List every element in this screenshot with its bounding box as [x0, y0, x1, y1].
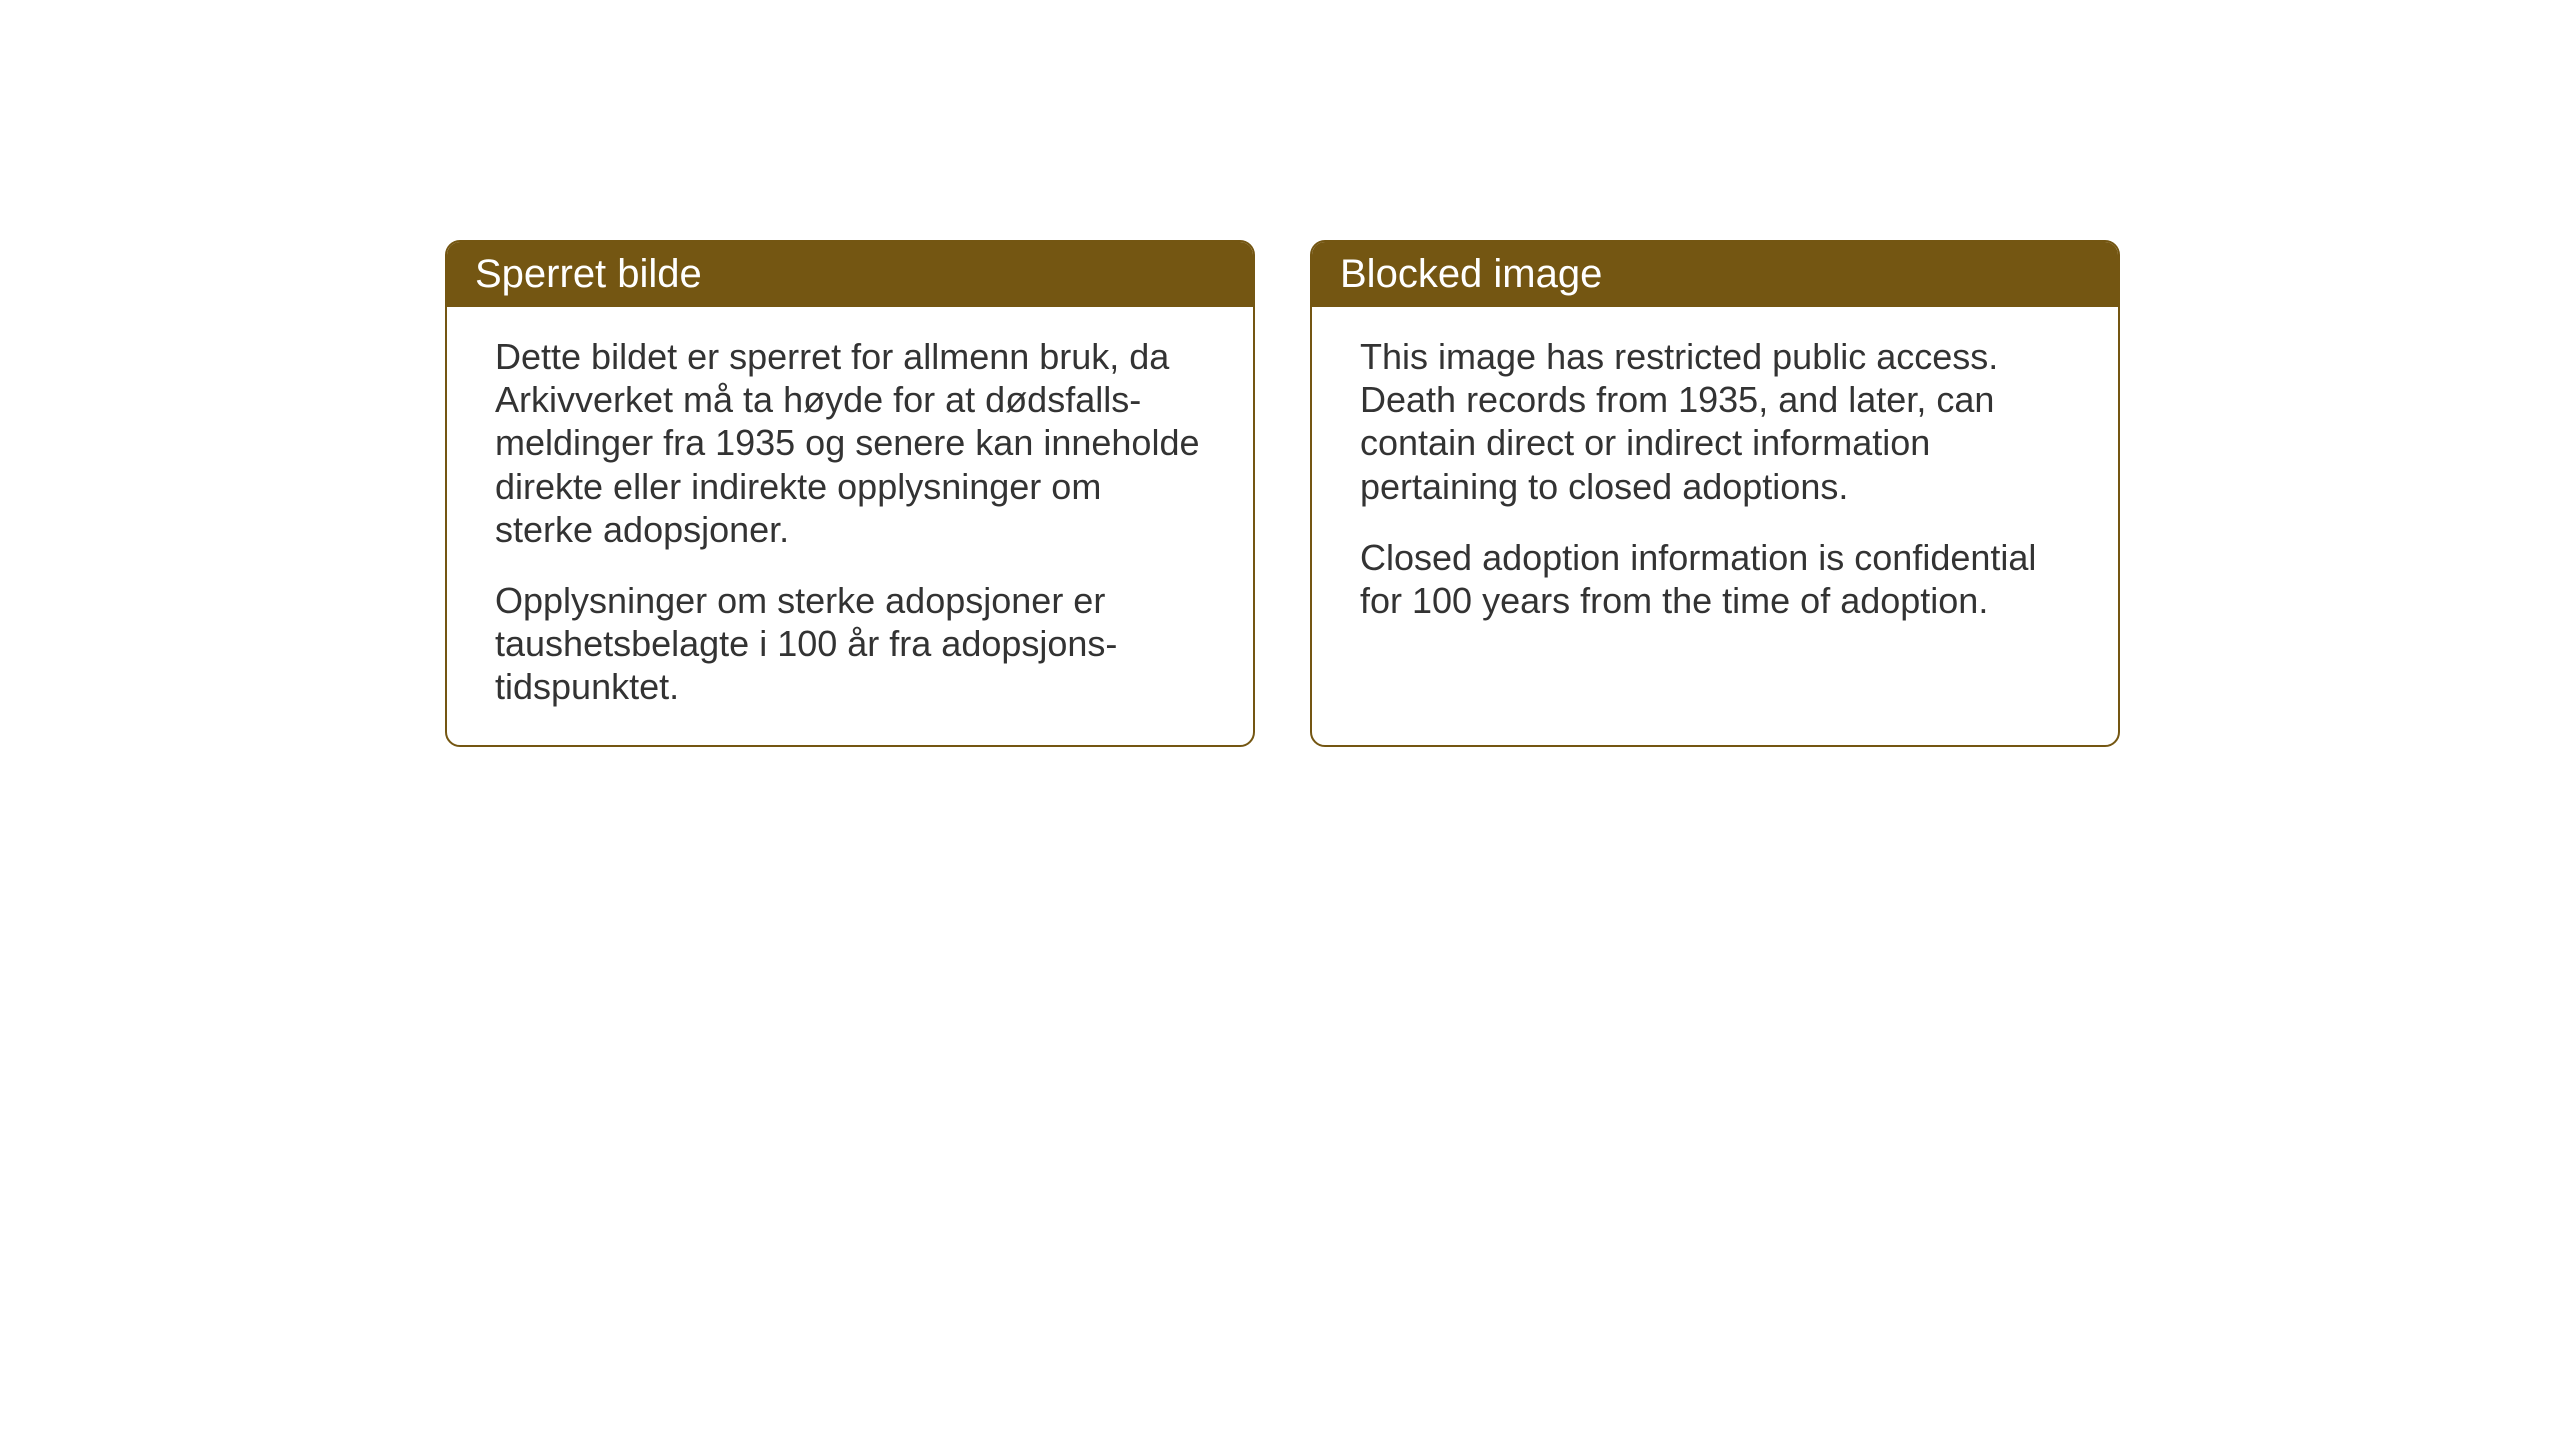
notices-container: Sperret bilde Dette bildet er sperret fo… [445, 240, 2120, 747]
notice-english-paragraph-1: This image has restricted public access.… [1360, 335, 2070, 508]
notice-english-header: Blocked image [1312, 242, 2118, 307]
notice-norwegian-body: Dette bildet er sperret for allmenn bruk… [447, 307, 1253, 745]
notice-english-paragraph-2: Closed adoption information is confident… [1360, 536, 2070, 622]
notice-norwegian-header: Sperret bilde [447, 242, 1253, 307]
notice-english: Blocked image This image has restricted … [1310, 240, 2120, 747]
notice-english-body: This image has restricted public access.… [1312, 307, 2118, 658]
notice-norwegian-paragraph-2: Opplysninger om sterke adopsjoner er tau… [495, 579, 1205, 709]
notice-norwegian: Sperret bilde Dette bildet er sperret fo… [445, 240, 1255, 747]
notice-norwegian-paragraph-1: Dette bildet er sperret for allmenn bruk… [495, 335, 1205, 551]
